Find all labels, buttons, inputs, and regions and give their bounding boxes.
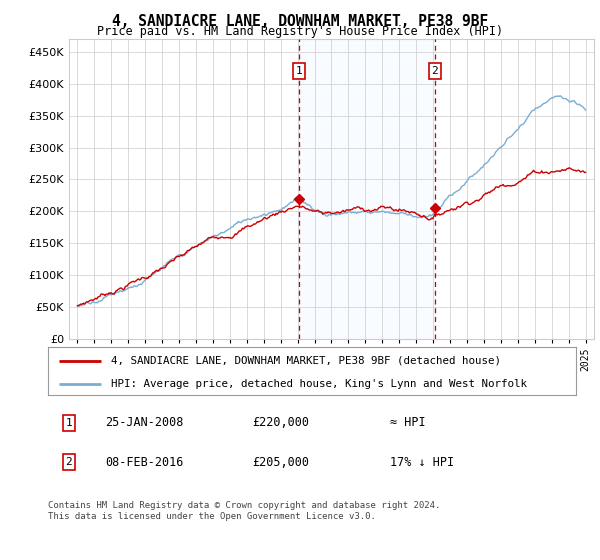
Bar [299,39,435,339]
Text: 2: 2 [65,457,73,467]
Text: HPI: Average price, detached house, King's Lynn and West Norfolk: HPI: Average price, detached house, King… [112,379,527,389]
Text: ≈ HPI: ≈ HPI [390,416,425,430]
Text: 4, SANDIACRE LANE, DOWNHAM MARKET, PE38 9BF (detached house): 4, SANDIACRE LANE, DOWNHAM MARKET, PE38 … [112,356,502,366]
Text: £205,000: £205,000 [252,455,309,469]
Text: Contains HM Land Registry data © Crown copyright and database right 2024.
This d: Contains HM Land Registry data © Crown c… [48,501,440,521]
Text: 1: 1 [295,66,302,76]
Text: 4, SANDIACRE LANE, DOWNHAM MARKET, PE38 9BF: 4, SANDIACRE LANE, DOWNHAM MARKET, PE38 … [112,14,488,29]
Text: 17% ↓ HPI: 17% ↓ HPI [390,455,454,469]
Text: 08-FEB-2016: 08-FEB-2016 [105,455,184,469]
Text: Price paid vs. HM Land Registry's House Price Index (HPI): Price paid vs. HM Land Registry's House … [97,25,503,38]
Text: 25-JAN-2008: 25-JAN-2008 [105,416,184,430]
Text: 2: 2 [431,66,438,76]
Text: 1: 1 [65,418,73,428]
Text: £220,000: £220,000 [252,416,309,430]
